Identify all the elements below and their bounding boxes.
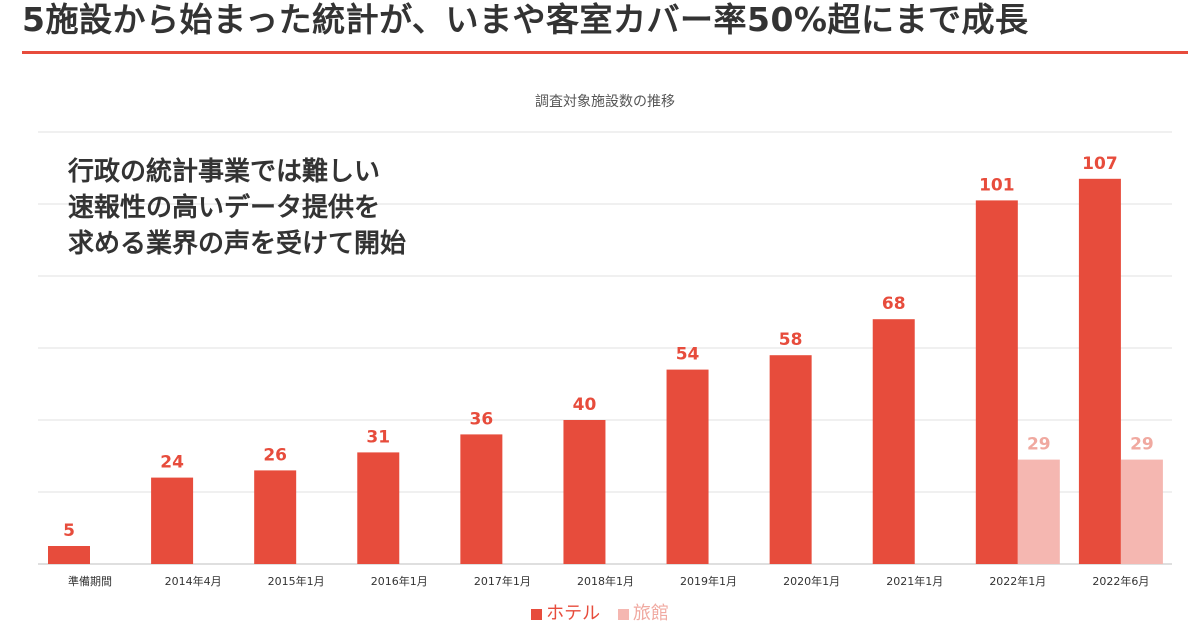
data-label-hotel: 40 <box>573 395 597 415</box>
legend-item-hotel: ホテル <box>531 602 600 626</box>
callout-line-1: 行政の統計事業では難しい <box>68 157 381 187</box>
data-label-hotel: 58 <box>779 330 803 350</box>
page-headline: 5施設から始まった統計が、いまや客室カバー率50%超にまで成長 <box>22 0 1029 39</box>
data-label-hotel: 26 <box>263 445 287 465</box>
x-tick-label: 2021年1月 <box>886 574 943 588</box>
x-tick-label: 2018年1月 <box>577 574 634 588</box>
headline-divider <box>22 51 1188 54</box>
bar-ryokan <box>1017 459 1060 564</box>
bar-ryokan <box>1120 459 1163 564</box>
x-tick-label: 2016年1月 <box>371 574 428 588</box>
x-tick-label: 2020年1月 <box>783 574 840 588</box>
bars <box>48 178 1163 565</box>
bar-hotel <box>357 452 400 564</box>
data-label-hotel: 31 <box>366 427 390 447</box>
callout-line-3: 求める業界の声を受けて開始 <box>68 229 407 259</box>
bar-hotel <box>254 470 297 564</box>
bar-hotel <box>48 546 90 564</box>
x-tick-label: 2022年1月 <box>989 574 1046 588</box>
data-label-hotel: 24 <box>160 453 184 473</box>
bar-hotel <box>769 355 812 564</box>
x-tick-label: 2019年1月 <box>680 574 737 588</box>
data-label-hotel: 36 <box>470 409 494 429</box>
bar-hotel <box>1078 178 1121 565</box>
legend-swatch-ryokan <box>617 608 629 620</box>
data-labels: 5 24 26 31 36 40 54 58 68 101 29 107 29 <box>63 154 1154 541</box>
data-label-ryokan: 29 <box>1130 435 1154 455</box>
x-tick-label: 2017年1月 <box>474 574 531 588</box>
x-tick-label: 準備期間 <box>68 574 112 588</box>
bar-hotel <box>563 420 606 564</box>
legend-label-ryokan: 旅館 <box>632 603 669 624</box>
legend-swatch-hotel <box>531 608 543 620</box>
callout-line-2: 速報性の高いデータ提供を <box>68 193 381 223</box>
x-tick-label: 2014年4月 <box>165 574 222 588</box>
x-tick-label: 2022年6月 <box>1092 574 1149 588</box>
bar-hotel <box>975 200 1018 564</box>
bar-hotel <box>666 369 709 564</box>
chart-title: 調査対象施設数の推移 <box>535 94 675 110</box>
data-label-hotel: 68 <box>882 294 906 314</box>
data-label-hotel: 101 <box>979 175 1015 195</box>
bar-hotel <box>460 434 503 564</box>
bar-hotel <box>872 319 915 564</box>
legend-item-ryokan: 旅館 <box>617 602 669 626</box>
data-label-hotel: 5 <box>63 521 75 541</box>
callout-text: 行政の統計事業では難しい 速報性の高いデータ提供を 求める業界の声を受けて開始 <box>68 154 406 262</box>
data-label-hotel: 107 <box>1082 154 1118 174</box>
data-label-ryokan: 29 <box>1027 435 1051 455</box>
x-tick-label: 2015年1月 <box>268 574 325 588</box>
data-label-hotel: 54 <box>676 345 700 365</box>
chart-legend: ホテル 旅館 <box>0 602 1200 627</box>
bar-hotel <box>151 477 194 564</box>
x-tick-labels: 準備期間 2014年4月 2015年1月 2016年1月 2017年1月 2018年1月 2… <box>68 574 1149 588</box>
legend-label-hotel: ホテル <box>546 603 601 624</box>
